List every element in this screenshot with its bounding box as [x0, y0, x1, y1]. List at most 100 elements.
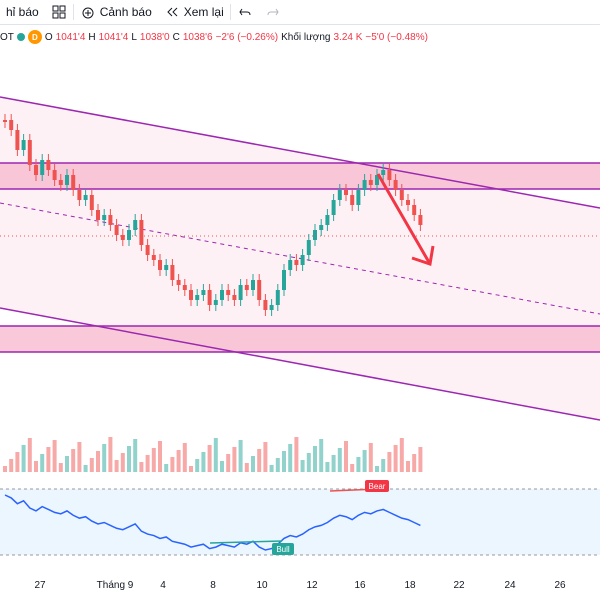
- candle-body: [288, 260, 293, 270]
- volume-bar: [133, 439, 138, 472]
- x-tick: 10: [256, 580, 268, 591]
- volume-bar: [244, 463, 249, 472]
- volume-bar: [170, 457, 175, 472]
- candle-body: [176, 280, 181, 285]
- candle-body: [195, 295, 200, 300]
- candle-body: [89, 195, 94, 210]
- candle-body: [120, 235, 125, 240]
- alert-button[interactable]: Cảnh báo: [74, 0, 158, 24]
- volume-bar: [46, 447, 51, 472]
- alerts-menu[interactable]: hỉ báo: [0, 0, 45, 24]
- candle-body: [275, 290, 280, 305]
- rsi-band: [0, 489, 600, 555]
- x-tick: 18: [404, 580, 416, 591]
- volume-bar: [127, 446, 131, 472]
- candle-body: [319, 225, 324, 230]
- high-label: H: [88, 31, 96, 43]
- candle-body: [52, 170, 57, 180]
- volume-bar: [40, 454, 45, 472]
- volume-bar: [15, 452, 20, 472]
- candle-body: [337, 190, 342, 200]
- volume-bar: [306, 453, 311, 472]
- x-tick: Tháng 9: [96, 580, 134, 591]
- volume-bar: [65, 456, 69, 472]
- volume-bar: [52, 440, 57, 472]
- volume-bar: [164, 464, 169, 472]
- candle-body: [300, 255, 305, 265]
- volume-bar: [139, 462, 144, 472]
- volume-bar: [89, 458, 94, 472]
- volume-bar: [151, 448, 156, 472]
- candle-body: [213, 300, 218, 305]
- volume-bar: [158, 441, 162, 472]
- candle-body: [269, 305, 274, 310]
- channel-lower-line: [0, 307, 600, 421]
- time-axis[interactable]: 27 Tháng 9 4 8 10 12 16 18 22 24 26: [0, 576, 600, 600]
- candle-body: [350, 195, 355, 205]
- volume-bar: [102, 444, 107, 472]
- candlestick-series: [3, 114, 423, 316]
- volume-bar: [176, 450, 181, 472]
- candle-body: [158, 260, 162, 270]
- channel-mid-line: [0, 202, 600, 315]
- candle-body: [164, 265, 169, 270]
- layout-button[interactable]: [45, 0, 73, 24]
- candle-body: [238, 285, 243, 300]
- x-tick: 27: [34, 580, 46, 591]
- price-chart[interactable]: Bear Bull: [0, 0, 600, 576]
- candle-body: [381, 170, 386, 175]
- grid-icon: [52, 5, 66, 19]
- bull-divergence-line: [209, 540, 283, 544]
- volume-bar: [375, 466, 379, 472]
- x-tick: 12: [306, 580, 318, 591]
- volume-bar: [381, 459, 386, 472]
- volume-bar: [331, 455, 336, 472]
- candle-body: [108, 215, 113, 225]
- volume-bar: [195, 459, 200, 472]
- x-tick: 4: [160, 580, 166, 591]
- resistance-zone: [0, 163, 600, 189]
- volume-bar: [34, 461, 38, 472]
- support-zone: [0, 326, 600, 352]
- volume-bar: [356, 457, 361, 472]
- volume-bar: [21, 445, 26, 472]
- high-value: 1041'4: [98, 31, 129, 43]
- price-change: −2'6 (−0.26%): [215, 31, 279, 43]
- volume-bar: [263, 442, 268, 472]
- symbol-name[interactable]: OT: [0, 31, 14, 43]
- volume-bar: [368, 443, 373, 472]
- bear-label: Bear: [365, 480, 389, 492]
- status-dot-icon: [16, 33, 25, 41]
- volume-bar: [269, 465, 274, 472]
- bull-label: Bull: [272, 543, 294, 555]
- candle-body: [207, 290, 212, 305]
- open-value: 1041'4: [55, 31, 86, 43]
- bear-label-text: Bear: [369, 482, 386, 491]
- candle-body: [189, 290, 193, 300]
- candle-body: [294, 260, 299, 265]
- channel-upper-line: [0, 96, 600, 209]
- replay-button[interactable]: Xem lại: [158, 0, 230, 24]
- volume-bar: [189, 466, 193, 472]
- volume-bar: [145, 455, 150, 472]
- candle-body: [232, 295, 237, 300]
- volume-bar: [362, 450, 367, 472]
- undo-button[interactable]: [231, 0, 259, 24]
- candle-body: [21, 140, 26, 150]
- candle-body: [263, 300, 268, 310]
- volume-bar: [108, 437, 113, 472]
- volume-bar: [226, 454, 231, 472]
- volume-bar: [201, 452, 206, 472]
- candle-body: [375, 175, 379, 185]
- volume-bar: [77, 442, 82, 472]
- open-label: O: [44, 31, 53, 43]
- volume-bar: [207, 445, 212, 472]
- candle-body: [46, 160, 51, 170]
- volume-bar: [300, 460, 305, 472]
- candle-body: [313, 230, 317, 240]
- candle-body: [151, 255, 156, 260]
- candle-body: [34, 165, 38, 175]
- redo-button[interactable]: [259, 0, 287, 24]
- x-tick: 16: [354, 580, 366, 591]
- candle-body: [83, 195, 88, 200]
